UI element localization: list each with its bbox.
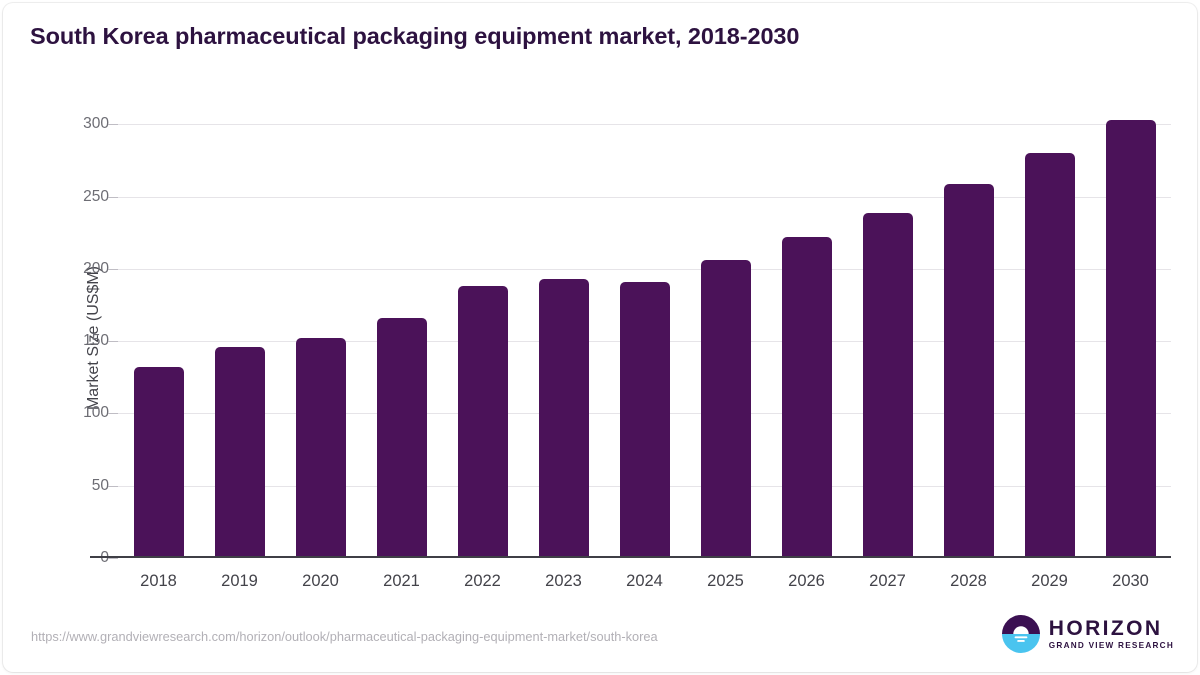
x-axis-tick-label: 2020 bbox=[302, 572, 339, 590]
y-axis-tick-label: 100 bbox=[83, 404, 109, 422]
bar[interactable] bbox=[1024, 153, 1075, 558]
y-axis-tick-mark bbox=[108, 268, 118, 270]
gridline bbox=[118, 124, 1171, 126]
y-axis-tick-label: 250 bbox=[83, 187, 109, 205]
bar[interactable] bbox=[781, 237, 832, 558]
bar[interactable] bbox=[538, 279, 589, 558]
bar[interactable] bbox=[214, 347, 265, 558]
y-axis-tick-mark bbox=[108, 341, 118, 343]
y-axis-tick-label: 150 bbox=[83, 332, 109, 350]
page-title: South Korea pharmaceutical packaging equ… bbox=[30, 23, 800, 49]
y-axis-tick-mark bbox=[108, 124, 118, 126]
logo-tagline: GRAND VIEW RESEARCH bbox=[1048, 640, 1174, 650]
bar[interactable] bbox=[862, 212, 913, 558]
x-axis-tick-label: 2018 bbox=[140, 572, 177, 590]
horizon-logo-text: HORIZON GRAND VIEW RESEARCH bbox=[1049, 618, 1174, 650]
gridline bbox=[118, 196, 1171, 198]
y-axis-tick-label: 0 bbox=[39, 549, 109, 567]
plot-area: 050100150200250300 201820192020202120222… bbox=[83, 110, 1171, 590]
x-axis-tick-label: 2022 bbox=[464, 572, 501, 590]
bar[interactable] bbox=[700, 260, 751, 558]
bar[interactable] bbox=[376, 318, 427, 558]
y-axis-tick-mark bbox=[108, 558, 118, 559]
bar[interactable] bbox=[619, 281, 670, 558]
x-axis-tick-label: 2026 bbox=[788, 572, 825, 590]
bar[interactable] bbox=[295, 338, 346, 558]
y-axis-tick-mark bbox=[108, 413, 118, 415]
bar[interactable] bbox=[1105, 120, 1156, 558]
y-axis-tick-label: 50 bbox=[91, 476, 109, 494]
gridline bbox=[118, 268, 1171, 270]
x-axis-tick-label: 2019 bbox=[221, 572, 258, 590]
horizon-logo[interactable]: HORIZON GRAND VIEW RESEARCH bbox=[1001, 615, 1174, 653]
y-axis-tick-mark bbox=[108, 196, 118, 198]
logo-wordmark: HORIZON bbox=[1048, 616, 1163, 640]
x-axis-tick-label: 2028 bbox=[950, 572, 987, 590]
y-axis-tick-mark bbox=[108, 485, 118, 487]
horizon-logo-icon bbox=[1001, 615, 1040, 653]
x-axis-tick-label: 2029 bbox=[1031, 572, 1068, 590]
source-url[interactable]: https://www.grandviewresearch.com/horizo… bbox=[31, 629, 658, 644]
bar[interactable] bbox=[133, 367, 184, 558]
x-axis-tick-label: 2025 bbox=[707, 572, 744, 590]
bar[interactable] bbox=[943, 183, 994, 558]
x-axis-line bbox=[90, 556, 1171, 558]
bar[interactable] bbox=[457, 286, 508, 558]
y-axis-tick-label: 300 bbox=[83, 115, 109, 133]
x-axis-tick-label: 2027 bbox=[869, 572, 906, 590]
x-axis-tick-label: 2024 bbox=[626, 572, 663, 590]
card-frame bbox=[3, 3, 1197, 672]
x-axis-tick-label: 2030 bbox=[1112, 572, 1149, 590]
y-axis-tick-label: 200 bbox=[83, 259, 109, 277]
x-axis-tick-label: 2021 bbox=[383, 572, 420, 590]
x-axis-tick-label: 2023 bbox=[545, 572, 582, 590]
